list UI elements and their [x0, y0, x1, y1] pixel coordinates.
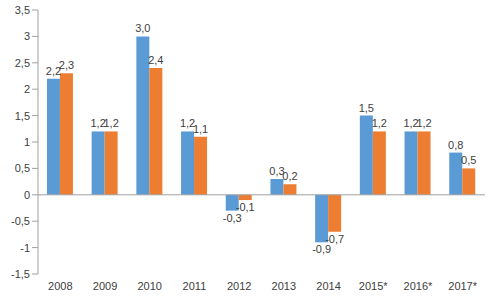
svg-text:2017*: 2017* [448, 280, 477, 292]
svg-text:0,8: 0,8 [448, 139, 463, 151]
svg-text:-0,7: -0,7 [325, 233, 344, 245]
svg-text:1,2: 1,2 [103, 117, 118, 129]
svg-text:2011: 2011 [183, 280, 207, 292]
svg-text:0: 0 [24, 189, 30, 201]
svg-text:2014: 2014 [316, 280, 340, 292]
svg-text:2: 2 [24, 83, 30, 95]
svg-text:2012: 2012 [227, 280, 251, 292]
svg-text:2008: 2008 [48, 280, 72, 292]
svg-text:-1: -1 [20, 242, 30, 254]
svg-text:3,5: 3,5 [15, 4, 30, 16]
svg-text:2013: 2013 [272, 280, 296, 292]
svg-text:2,3: 2,3 [59, 59, 74, 71]
svg-text:-0,9: -0,9 [312, 243, 331, 255]
svg-text:3,0: 3,0 [135, 22, 150, 34]
svg-text:2,2: 2,2 [45, 64, 62, 77]
svg-text:-0,5: -0,5 [11, 215, 30, 227]
svg-text:1,2: 1,2 [416, 117, 431, 129]
svg-text:0,5: 0,5 [15, 162, 30, 174]
svg-text:-1,5: -1,5 [11, 268, 30, 280]
svg-text:2,4: 2,4 [148, 54, 163, 66]
svg-text:-0,3: -0,3 [223, 212, 242, 224]
svg-text:2010: 2010 [138, 280, 162, 292]
svg-text:1: 1 [24, 136, 30, 148]
svg-text:0,3: 0,3 [269, 165, 285, 177]
svg-text:2015*: 2015* [359, 280, 388, 292]
svg-text:0,5: 0,5 [461, 154, 476, 166]
svg-text:2009: 2009 [93, 280, 117, 292]
svg-text:2016*: 2016* [404, 280, 433, 292]
svg-text:1,2: 1,2 [179, 117, 196, 130]
svg-text:3: 3 [24, 30, 30, 42]
svg-text:1,2: 1,2 [372, 117, 387, 129]
svg-text:1,2: 1,2 [403, 117, 419, 130]
svg-text:0,2: 0,2 [282, 170, 297, 182]
svg-text:1,2: 1,2 [90, 117, 106, 130]
svg-text:1,5: 1,5 [15, 110, 30, 122]
svg-text:2,5: 2,5 [15, 57, 30, 69]
svg-text:-0,1: -0,1 [236, 201, 255, 213]
svg-text:1,1: 1,1 [193, 123, 208, 135]
svg-text:1,5: 1,5 [359, 102, 374, 114]
